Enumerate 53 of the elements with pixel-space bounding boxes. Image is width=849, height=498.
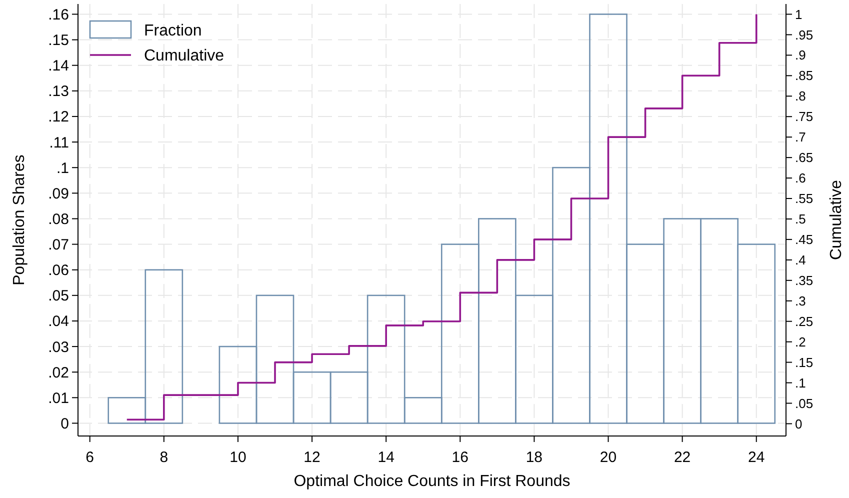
y2-tick-label: .25 — [795, 314, 814, 329]
x-tick-label: 6 — [86, 449, 94, 466]
y2-tick-label: .95 — [795, 27, 814, 42]
y-tick-label: .08 — [48, 210, 69, 228]
y-tick-label: .04 — [48, 313, 69, 330]
x-tick-label: 10 — [230, 449, 246, 466]
x-tick-label: 12 — [304, 449, 320, 466]
y-tick-label: .09 — [48, 185, 69, 202]
y-tick-label: .11 — [49, 134, 69, 152]
x-tick-label: 20 — [600, 449, 617, 466]
x-tick-label: 22 — [674, 449, 691, 466]
y-tick-label: .15 — [48, 32, 69, 50]
y2-tick-label: 0 — [795, 416, 802, 432]
y2-tick-label: .35 — [795, 272, 814, 288]
x-tick-label: 8 — [160, 449, 168, 466]
y2-tick-label: .1 — [795, 375, 806, 390]
y2-tick-label: .5 — [795, 212, 806, 227]
y2-tick-label: .2 — [795, 334, 806, 350]
x-tick-label: 16 — [452, 449, 468, 466]
y2-tick-label: 1 — [795, 6, 802, 22]
y2-axis-title: Cumulative — [828, 180, 845, 260]
legend-label: Fraction — [144, 22, 202, 40]
y-tick-label: .12 — [48, 108, 69, 126]
y-tick-label: 0 — [60, 415, 69, 432]
y2-tick-label: .15 — [795, 354, 814, 370]
y2-tick-label: .55 — [795, 191, 814, 206]
y2-tick-label: .7 — [795, 130, 806, 145]
y-tick-label: .16 — [48, 6, 69, 24]
x-axis-title: Optimal Choice Counts in First Rounds — [294, 473, 570, 490]
y-tick-label: .01 — [48, 390, 69, 407]
x-tick-label: 14 — [378, 449, 394, 466]
legend-label: Cumulative — [144, 48, 224, 65]
y-tick-label: .1 — [56, 160, 69, 177]
y2-tick-label: .4 — [795, 252, 806, 268]
y2-tick-label: .9 — [795, 48, 806, 63]
y-tick-label: .13 — [48, 83, 69, 100]
x-tick-label: 24 — [748, 449, 765, 466]
y2-tick-label: .6 — [795, 170, 806, 186]
y2-tick-label: .85 — [795, 68, 814, 84]
y-tick-label: .06 — [48, 262, 69, 280]
y-tick-label: .02 — [48, 364, 69, 382]
y-axis-title: Population Shares — [11, 154, 28, 286]
y-tick-label: .14 — [48, 58, 69, 75]
y2-tick-label: .8 — [795, 88, 806, 104]
y-tick-label: .03 — [48, 338, 69, 356]
y2-tick-label: .45 — [795, 232, 814, 247]
y-tick-label: .07 — [48, 236, 69, 254]
y2-tick-label: .75 — [795, 109, 814, 124]
x-tick-label: 18 — [526, 449, 543, 466]
y-tick-label: .05 — [48, 288, 69, 305]
y2-tick-label: .3 — [795, 293, 806, 308]
y2-tick-label: .05 — [795, 396, 814, 411]
y2-tick-label: .65 — [795, 150, 814, 166]
